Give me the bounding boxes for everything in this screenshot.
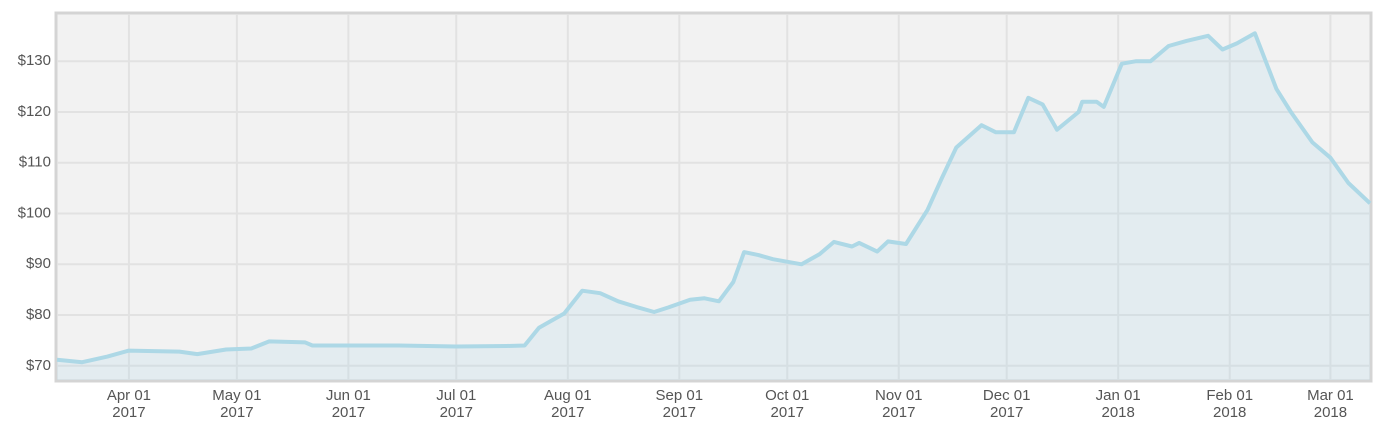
- x-tick-label: Jan 01 2018: [1095, 387, 1141, 421]
- y-tick-label: $120: [18, 103, 51, 120]
- x-tick-label: May 01 2017: [212, 387, 262, 421]
- x-tick-label: Mar 01 2018: [1307, 387, 1354, 421]
- plot-area: [54, 11, 1373, 383]
- y-tick-label: $90: [26, 255, 51, 272]
- x-tick-label: Nov 01 2017: [874, 387, 923, 421]
- y-tick-label: $70: [26, 357, 51, 374]
- y-tick-label: $130: [18, 52, 51, 69]
- line: [56, 31, 1372, 365]
- area: [57, 33, 1370, 381]
- x-tick-label: Feb 01 2018: [1206, 387, 1254, 421]
- x-tick-label: Jun 01 2017: [325, 387, 371, 421]
- x-tick-label: Jul 01 2017: [436, 387, 477, 421]
- x-tick-label: Oct 01 2017: [765, 387, 810, 421]
- y-tick-label: $110: [19, 154, 51, 171]
- x-tick-label: Apr 01 2017: [106, 387, 152, 421]
- y-tick-label: $80: [26, 306, 51, 323]
- y-tick-label: $100: [18, 204, 51, 221]
- x-tick-label: Aug 01 2017: [544, 387, 592, 421]
- x-tick-label: Sep 01 2017: [655, 387, 704, 421]
- x-tick-label: Dec 01 2017: [982, 387, 1031, 421]
